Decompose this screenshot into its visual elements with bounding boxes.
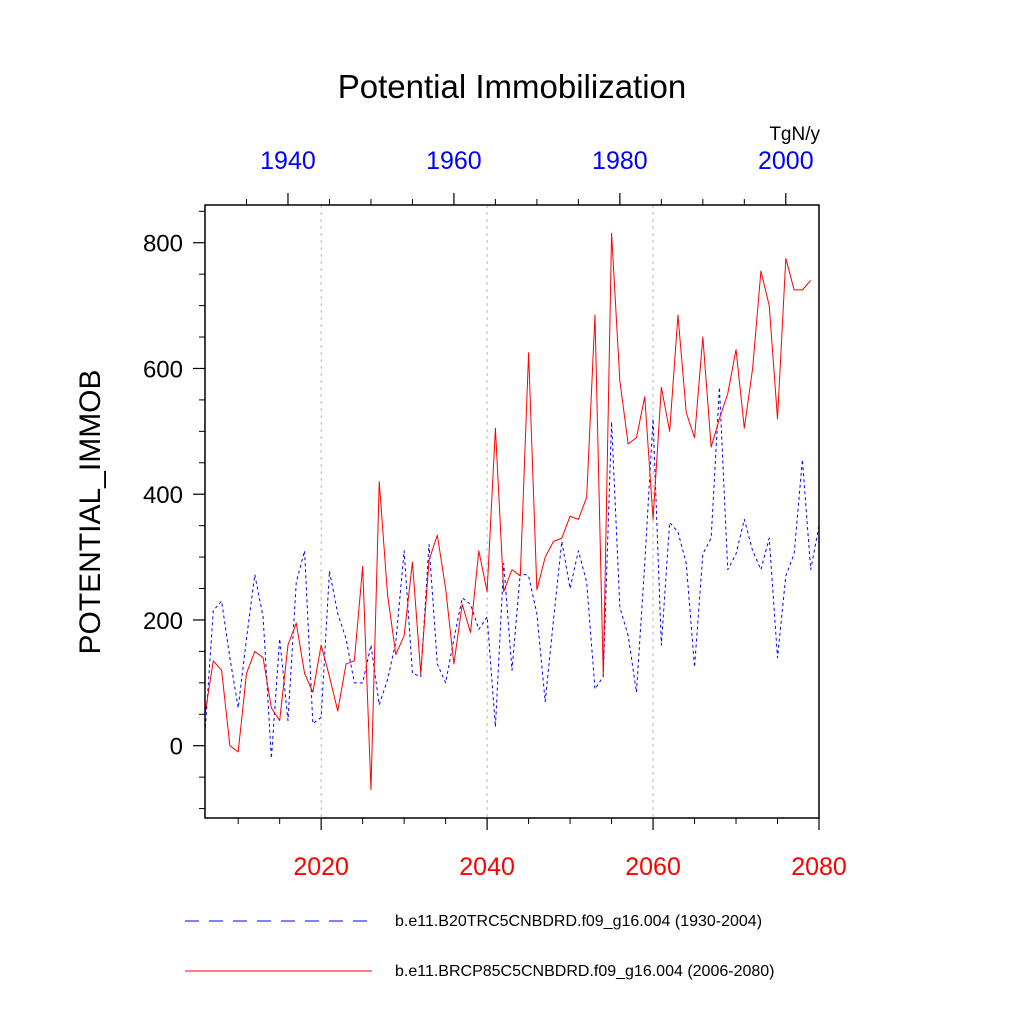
y-axis-label: POTENTIAL_IMMOB: [74, 369, 107, 654]
x-bottom-label-2020: 2020: [293, 853, 349, 881]
labels-layer: 0 200 400 600 800 2020 2040 2060 2080 1940 1960 198…: [143, 147, 847, 881]
grid: [320, 205, 654, 818]
units-label: TgN/y: [769, 124, 820, 145]
x-top-label-1960: 1960: [426, 147, 482, 175]
y-tick-label-600: 600: [143, 356, 183, 383]
ticks-layer: [193, 193, 820, 830]
x-bottom-label-2080: 2080: [791, 853, 847, 881]
legend-label-rcp: b.e11.BRCP85C5CNBDRD.f09_g16.004 (2006-2…: [395, 963, 774, 980]
plot-frame: [204, 204, 820, 819]
x-top-label-1980: 1980: [592, 147, 648, 175]
series-line-0: [204, 386, 820, 759]
chart-title: Potential Immobilization: [338, 68, 687, 105]
series-line-1: [204, 232, 812, 791]
legend-label-hist: b.e11.B20TRC5CNBDRD.f09_g16.004 (1930-20…: [395, 913, 762, 930]
x-top-label-2000: 2000: [758, 147, 814, 175]
y-tick-label-800: 800: [143, 231, 183, 258]
y-tick-label-0: 0: [170, 734, 183, 761]
y-tick-label-400: 400: [143, 482, 183, 509]
legend: b.e11.B20TRC5CNBDRD.f09_g16.004 (1930-20…: [185, 913, 774, 980]
x-bottom-label-2060: 2060: [625, 853, 681, 881]
series-layer: [204, 232, 820, 791]
x-top-label-1940: 1940: [260, 147, 316, 175]
x-bottom-label-2040: 2040: [459, 853, 515, 881]
y-tick-label-200: 200: [143, 608, 183, 635]
